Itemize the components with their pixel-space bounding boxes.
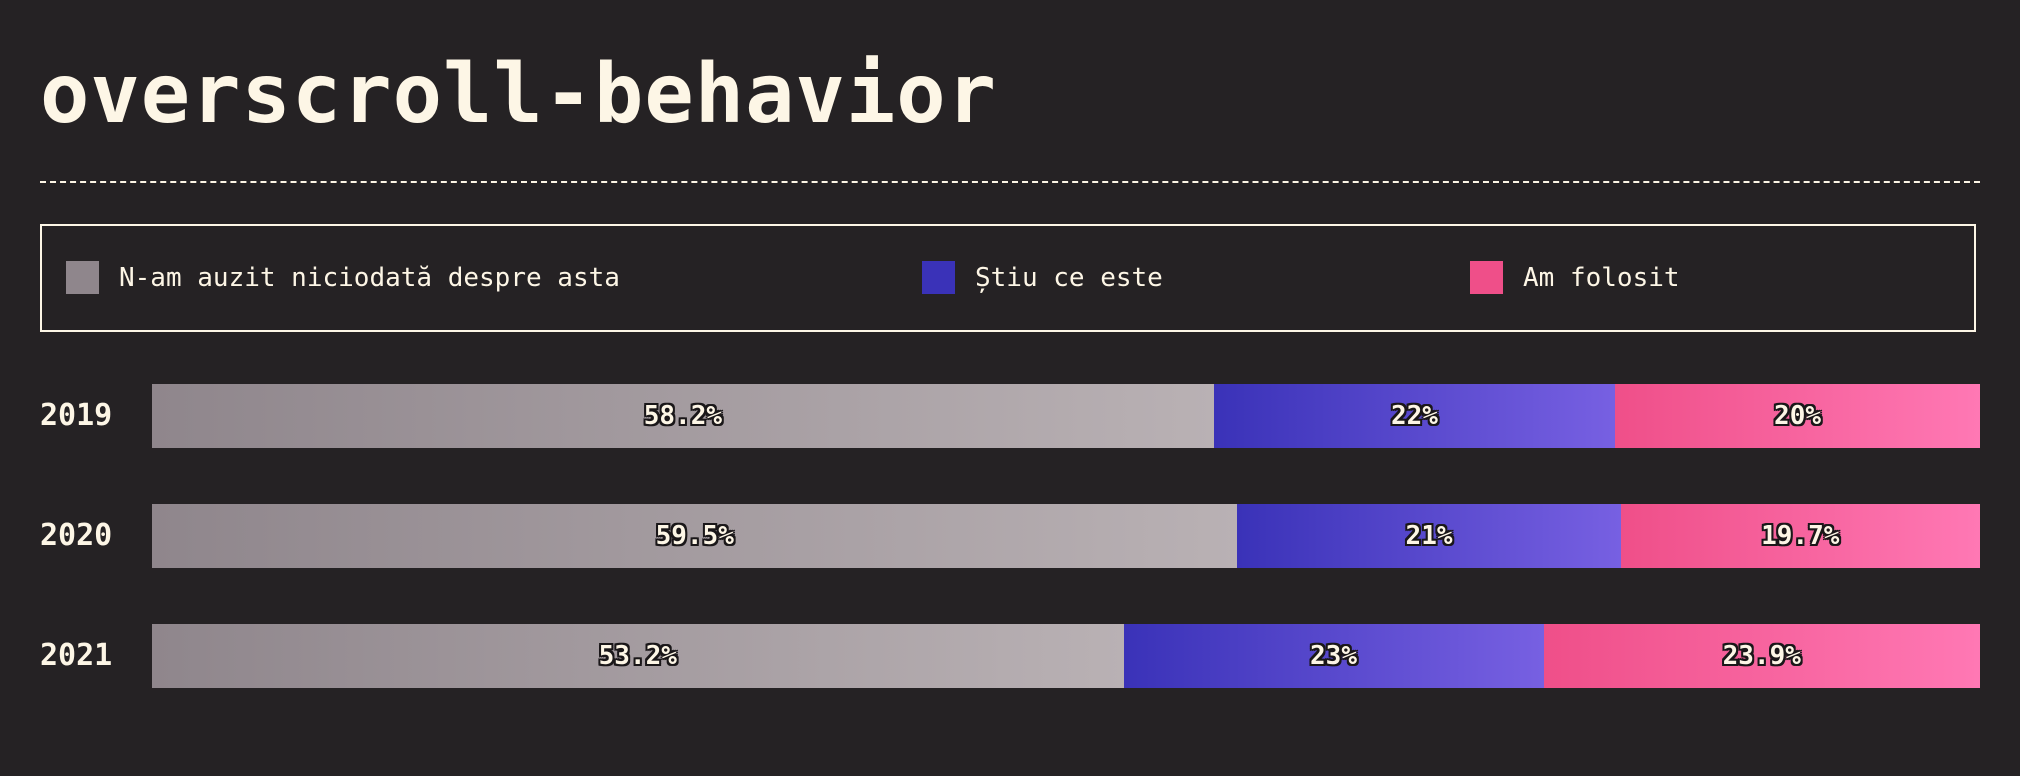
bar-segment-used-it-2020: 19.7% xyxy=(1620,504,1980,568)
row-label-2021: 2021 xyxy=(40,638,113,673)
legend-item-used-it[interactable]: Am folosit xyxy=(1470,261,1680,294)
bar-segment-used-it-2021: 23.9% xyxy=(1543,624,1980,688)
row-label-2020: 2020 xyxy=(40,518,113,553)
data-label-never-heard-2021: 53.2% xyxy=(598,641,677,671)
data-label-used-it-2020: 19.7% xyxy=(1761,521,1840,551)
bar-segment-know-what-it-is-2019: 22% xyxy=(1213,384,1616,448)
bar-segment-never-heard-2021: 53.2% xyxy=(152,624,1124,688)
stacked-bar-2020: 59.5% 21% 19.7% xyxy=(152,504,1980,568)
legend-label-know-what-it-is: Știu ce este xyxy=(975,262,1163,293)
data-label-used-it-2019: 20% xyxy=(1774,401,1822,431)
bar-segment-never-heard-2020: 59.5% xyxy=(152,504,1238,568)
bar-segment-never-heard-2019: 58.2% xyxy=(152,384,1214,448)
bar-row-2021: 2021 53.2% 23% 23.9% xyxy=(40,624,1980,688)
chart-legend: N-am auzit niciodată despre asta Știu ce… xyxy=(40,224,1976,332)
legend-item-know-what-it-is[interactable]: Știu ce este xyxy=(922,261,1163,294)
bar-row-2020: 2020 59.5% 21% 19.7% xyxy=(40,504,1980,568)
legend-swatch-know-what-it-is xyxy=(922,261,955,294)
legend-swatch-never-heard xyxy=(66,261,99,294)
legend-label-never-heard: N-am auzit niciodată despre asta xyxy=(119,262,620,293)
legend-item-never-heard[interactable]: N-am auzit niciodată despre asta xyxy=(66,261,620,294)
bar-segment-know-what-it-is-2021: 23% xyxy=(1123,624,1544,688)
legend-label-used-it: Am folosit xyxy=(1523,262,1680,293)
data-label-know-what-it-is-2019: 22% xyxy=(1390,401,1438,431)
bar-row-2019: 2019 58.2% 22% 20% xyxy=(40,384,1980,448)
title-divider xyxy=(40,181,1980,183)
chart-title: overscroll-behavior xyxy=(40,47,997,142)
stacked-bar-2021: 53.2% 23% 23.9% xyxy=(152,624,1980,688)
stacked-bar-2019: 58.2% 22% 20% xyxy=(152,384,1980,448)
bar-segment-used-it-2019: 20% xyxy=(1615,384,1980,448)
data-label-know-what-it-is-2020: 21% xyxy=(1405,521,1453,551)
data-label-never-heard-2020: 59.5% xyxy=(655,521,734,551)
bar-segment-know-what-it-is-2020: 21% xyxy=(1237,504,1621,568)
legend-swatch-used-it xyxy=(1470,261,1503,294)
data-label-never-heard-2019: 58.2% xyxy=(643,401,723,431)
row-label-2019: 2019 xyxy=(40,398,113,433)
data-label-know-what-it-is-2021: 23% xyxy=(1310,641,1357,671)
data-label-used-it-2021: 23.9% xyxy=(1722,641,1801,671)
